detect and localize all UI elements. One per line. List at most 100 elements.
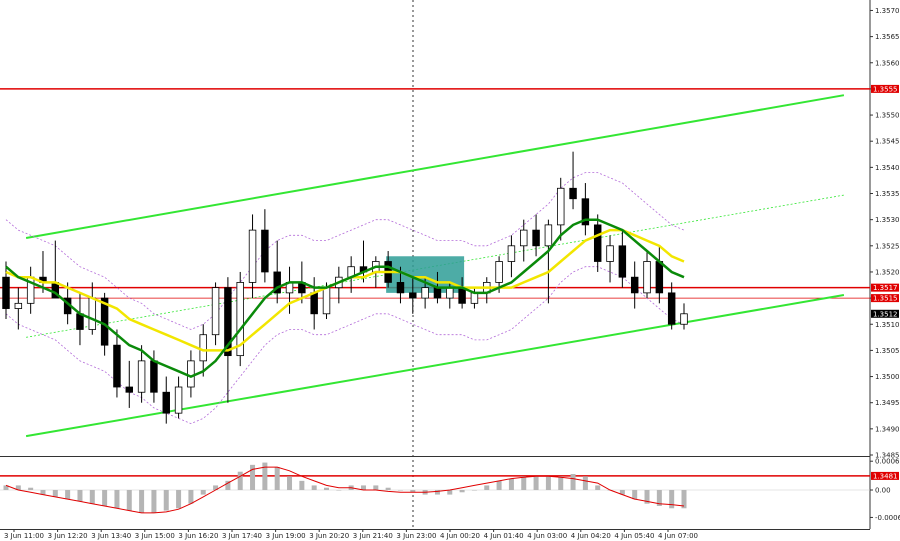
candle-body: [248, 229, 257, 283]
osc-bar: [385, 487, 391, 490]
osc-bar: [28, 487, 34, 490]
candle-body: [569, 187, 577, 200]
candle-body: [630, 276, 639, 294]
osc-bar: [533, 476, 539, 490]
osc-bar: [324, 487, 330, 490]
price-tick-label: 1.3540: [875, 164, 900, 172]
osc-bar: [508, 478, 514, 490]
candle-body: [310, 292, 318, 315]
candle-body: [113, 344, 121, 388]
osc-bar: [521, 476, 527, 490]
price-tick-label: 1.3565: [875, 33, 900, 41]
current-price-label: 1.3512: [873, 310, 898, 318]
ma-green-line: [5, 218, 685, 378]
osc-bar: [102, 490, 108, 506]
candle-body: [125, 386, 134, 393]
candle-body: [76, 313, 84, 330]
level-tag: [871, 294, 899, 303]
price-tick-label: 1.3530: [875, 216, 900, 224]
candle-body: [162, 391, 170, 414]
time-tick-label: 3 Jun 15:00: [135, 532, 175, 540]
time-tick-label: 4 Jun 03:00: [527, 532, 567, 540]
candle-body: [224, 287, 232, 357]
candle-body: [507, 245, 516, 262]
osc-bar: [681, 490, 687, 509]
candle-body: [137, 360, 146, 393]
time-tick-label: 3 Jun 19:00: [266, 532, 306, 540]
candle-body: [556, 187, 565, 226]
envelope-upper: [5, 172, 685, 330]
price-tick-label: 1.3535: [875, 190, 900, 198]
osc-bar: [225, 480, 231, 490]
time-tick-label: 4 Jun 00:20: [440, 532, 480, 540]
candle-body: [396, 282, 405, 294]
level-tag: [871, 471, 899, 480]
candle-body: [643, 261, 651, 294]
price-tick-label: 1.3520: [875, 268, 900, 276]
time-tick-label: 4 Jun 01:40: [484, 532, 524, 540]
candle-body: [261, 229, 269, 273]
candle-body: [655, 261, 664, 294]
osc-bar: [496, 480, 502, 490]
price-tick-label: 1.3550: [875, 112, 900, 120]
price-tick-label: 1.3510: [875, 321, 900, 329]
time-tick-label: 3 Jun 20:20: [309, 532, 349, 540]
osc-bar: [3, 485, 9, 490]
level-tag-label: 1.3555: [873, 85, 898, 93]
osc-bar: [139, 490, 145, 513]
candle-body: [458, 287, 466, 304]
osc-bar: [163, 490, 169, 511]
osc-bar: [471, 490, 477, 491]
candle-body: [606, 245, 614, 262]
osc-bar: [262, 462, 268, 490]
candle-body: [421, 287, 429, 299]
osc-tick-label: 0.00: [875, 487, 891, 495]
osc-bar: [558, 476, 564, 490]
time-tick-label: 3 Jun 13:40: [91, 532, 131, 540]
price-tick-label: 1.3545: [875, 138, 900, 146]
candle-body: [409, 292, 417, 299]
price-tick-label: 1.3500: [875, 373, 900, 381]
osc-bar: [15, 485, 21, 490]
level-tag: [871, 84, 899, 93]
candle-body: [174, 386, 183, 414]
channel-upper-line: [25, 94, 845, 239]
osc-bar: [311, 485, 317, 490]
osc-bar: [619, 490, 625, 495]
osc-bar: [299, 480, 305, 490]
osc-bar: [114, 490, 120, 509]
osc-signal-line: [5, 466, 685, 514]
time-tick-label: 3 Jun 23:00: [396, 532, 436, 540]
candle-body: [273, 271, 281, 294]
osc-bar: [250, 464, 256, 490]
osc-bar: [200, 490, 206, 495]
osc-bar: [274, 467, 280, 490]
osc-bar: [410, 490, 416, 493]
level-tag-label: 1.3517: [873, 284, 898, 292]
time-tick-label: 4 Jun 07:00: [658, 532, 698, 540]
price-tick-label: 1.3490: [875, 425, 900, 433]
price-tick-label: 1.3560: [875, 59, 900, 67]
osc-bar: [65, 490, 71, 500]
osc-bar: [434, 490, 440, 495]
osc-bar: [52, 490, 58, 497]
candle-body: [88, 297, 97, 330]
envelope-lower: [5, 266, 685, 425]
osc-bar: [595, 485, 601, 490]
candle-body: [581, 198, 590, 226]
price-tick-label: 1.3525: [875, 242, 900, 250]
osc-bar: [644, 490, 650, 504]
candle-body: [187, 360, 195, 388]
time-tick-label: 3 Jun 12:20: [48, 532, 88, 540]
candle-body: [544, 224, 553, 247]
osc-bar: [582, 476, 588, 490]
candle-body: [470, 292, 479, 304]
candle-body: [593, 224, 602, 262]
osc-bar: [484, 485, 490, 490]
candle-body: [446, 287, 454, 299]
osc-bar: [545, 476, 551, 490]
osc-bar: [373, 485, 379, 490]
candle-body: [495, 261, 503, 283]
